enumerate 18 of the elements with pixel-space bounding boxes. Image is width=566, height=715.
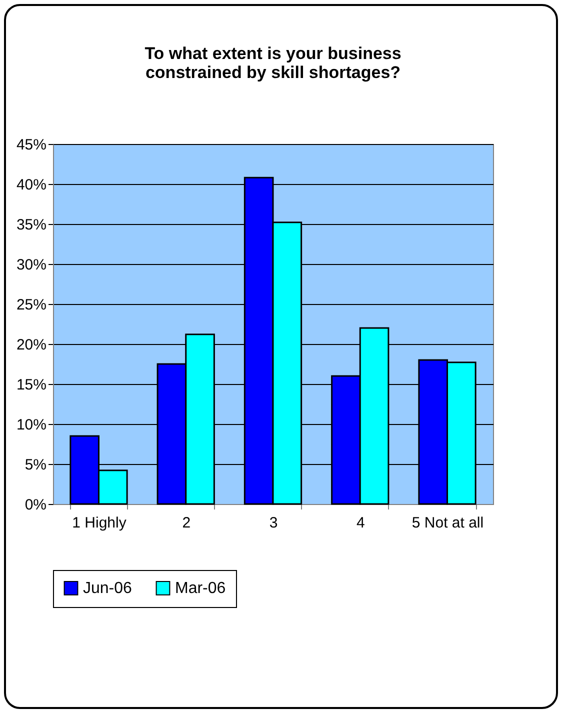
y-tick-label: 40%: [16, 176, 46, 194]
y-tick-label: 20%: [16, 336, 46, 354]
x-tick-label: 2: [182, 514, 191, 532]
x-tick-label: 5 Not at all: [412, 514, 484, 532]
y-tick-label: 5%: [24, 456, 46, 474]
x-tick-label: 3: [269, 514, 278, 532]
x-tick-label: 1 Highly: [72, 514, 127, 532]
chart-title: To what extent is your business constrained by skill shortages?: [144, 44, 402, 82]
y-tick-label: 45%: [16, 136, 46, 154]
legend-label: Jun-06: [83, 580, 132, 598]
y-tick-label: 15%: [16, 376, 46, 394]
legend-label: Mar-06: [175, 580, 226, 598]
y-tick-label: 25%: [16, 296, 46, 314]
y-tick-label: 30%: [16, 256, 46, 274]
y-tick-label: 35%: [16, 216, 46, 234]
y-tick-label: 0%: [24, 496, 46, 514]
x-tick-label: 4: [356, 514, 365, 532]
y-tick-label: 10%: [16, 416, 46, 434]
